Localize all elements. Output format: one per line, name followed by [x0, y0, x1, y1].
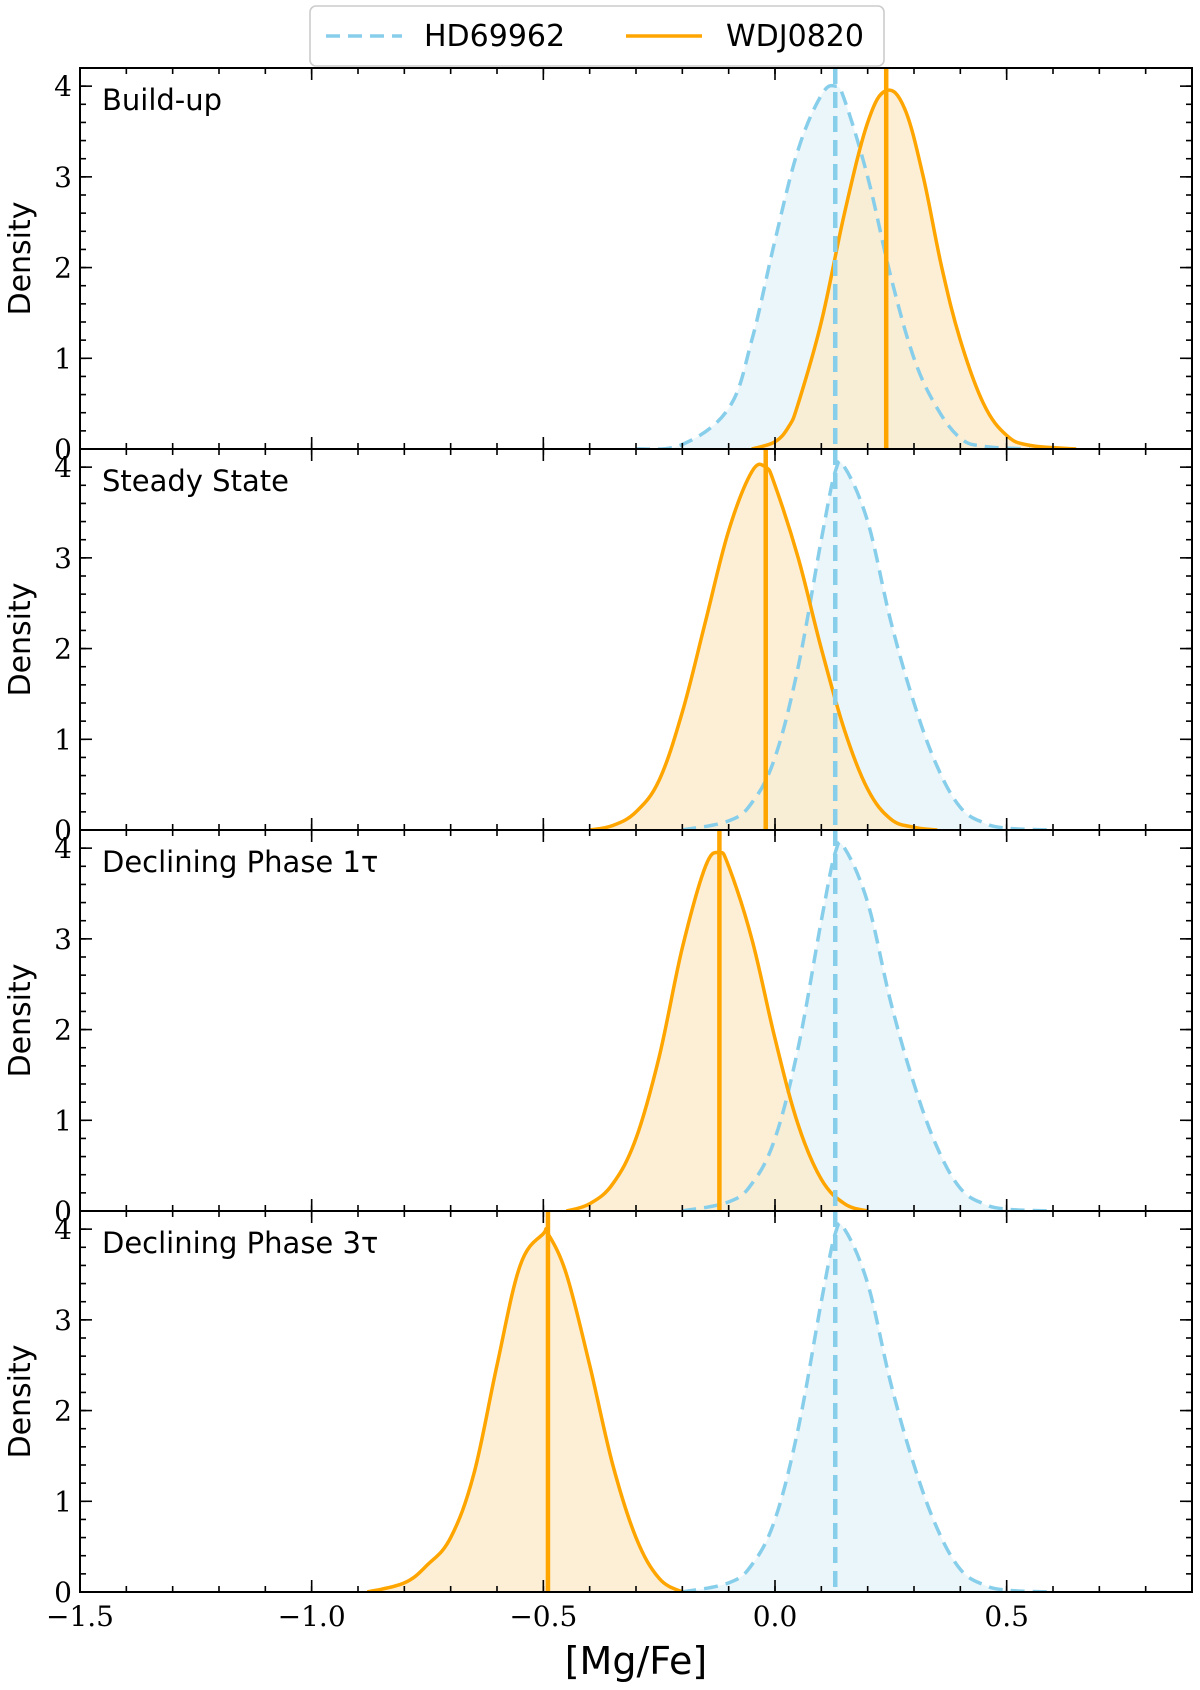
- plot-area: [635, 68, 1077, 449]
- y-axis-label: Density: [3, 963, 38, 1077]
- y-tick-label: 2: [54, 252, 72, 285]
- panel-frame: [79, 1210, 1193, 1593]
- y-tick-label: 3: [54, 542, 72, 575]
- y-tick-label: 1: [54, 723, 72, 756]
- legend-box: [309, 5, 885, 67]
- y-tick-label: 2: [54, 1395, 72, 1428]
- hd69962-density-line: [635, 83, 1030, 449]
- y-tick-label: 2: [54, 633, 72, 666]
- panel-frame: [79, 67, 1193, 450]
- wdj0820-fill: [751, 90, 1077, 449]
- wdj0820-fill: [589, 464, 938, 830]
- legend-label-hd69962: HD69962: [424, 19, 565, 54]
- panels-group: 0 1 2 3 4 Density Build-up 0 1 2 3 4 Density Steady S…: [3, 67, 1193, 1609]
- y-axis-label: Density: [3, 582, 38, 696]
- plot-area: [565, 830, 1054, 1211]
- legend: HD69962 WDJ0820: [309, 5, 885, 67]
- y-tick-label: 4: [54, 451, 72, 484]
- panel-4: 0 1 2 3 4 Density Declining Phase 3τ: [3, 1210, 1193, 1609]
- y-tick-label: 0: [54, 1576, 72, 1609]
- y-axis-label: Density: [3, 1344, 38, 1458]
- legend-label-wdj0820: WDJ0820: [726, 19, 864, 54]
- hd69962-density-line: [681, 840, 1054, 1211]
- y-tick-label: 4: [54, 70, 72, 103]
- plot-area: [366, 1211, 1054, 1592]
- x-tick-label: −1.5: [46, 1600, 114, 1633]
- wdj0820-fill: [367, 1228, 683, 1592]
- y-tick-label: 0: [54, 1195, 72, 1228]
- x-axis-label: [Mg/Fe]: [565, 1639, 708, 1683]
- panel-label: Steady State: [102, 464, 289, 498]
- y-tick-label: 0: [54, 433, 72, 466]
- wdj0820-density-line: [366, 1227, 684, 1592]
- panel-ticks: [79, 67, 1193, 450]
- y-tick-label: 1: [54, 342, 72, 375]
- y-tick-label: 3: [54, 923, 72, 956]
- x-axis-group: −1.5 −1.0 −0.5 0.0 0.5 [Mg/Fe]: [46, 1600, 1029, 1683]
- hd69962-fill: [682, 461, 1053, 830]
- y-tick-label: 3: [54, 1304, 72, 1337]
- y-tick-label: 3: [54, 161, 72, 194]
- hd69962-fill: [682, 1223, 1053, 1592]
- panel-label: Build-up: [102, 83, 222, 117]
- y-tick-label: 2: [54, 1014, 72, 1047]
- y-tick-label: 4: [54, 832, 72, 865]
- x-tick-label: 0.5: [984, 1600, 1029, 1633]
- wdj0820-density-line: [751, 88, 1077, 449]
- x-tick-label: −0.5: [509, 1600, 577, 1633]
- hd69962-density-line: [681, 1221, 1054, 1592]
- x-tick-label: 0.0: [753, 1600, 798, 1633]
- hd69962-fill: [682, 842, 1053, 1211]
- panel-2: 0 1 2 3 4 Density Steady State: [3, 448, 1193, 847]
- panel-3: 0 1 2 3 4 Density Declining Phase 1τ: [3, 829, 1193, 1228]
- y-tick-label: 1: [54, 1104, 72, 1137]
- panel-label: Declining Phase 1τ: [102, 845, 378, 879]
- y-axis-label: Density: [3, 201, 38, 315]
- panel-frame: [79, 448, 1193, 831]
- y-tick-label: 0: [54, 814, 72, 847]
- panel-ticks: [79, 448, 1193, 831]
- panel-1: 0 1 2 3 4 Density Build-up: [3, 67, 1193, 466]
- x-tick-label: −1.0: [278, 1600, 346, 1633]
- panel-label: Declining Phase 3τ: [102, 1226, 378, 1260]
- y-tick-label: 1: [54, 1485, 72, 1518]
- plot-area: [589, 449, 1054, 830]
- hd69962-density-line: [681, 459, 1054, 830]
- y-tick-label: 4: [54, 1213, 72, 1246]
